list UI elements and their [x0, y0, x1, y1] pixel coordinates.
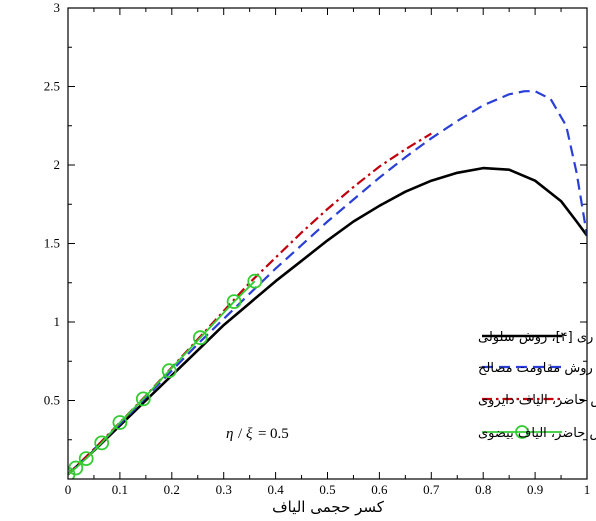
legend-eq-equals: = — [258, 426, 266, 442]
series-3-point — [78, 451, 94, 467]
axis-ticks — [67, 7, 588, 480]
series-3-point — [135, 391, 151, 407]
plot-frame — [67, 7, 588, 480]
legend: مالیک و ری [۴]، روش سلولی مالیک و ری [۴]… — [226, 330, 596, 442]
x-tick-label: 0.3 — [216, 482, 232, 497]
y-tick-label: 1 — [54, 314, 61, 329]
axis-tick-labels: 0 0.1 0.2 0.3 0.4 0.5 0.6 0.7 0.8 0.9 1 0.5 1 1.5 2 2.5… — [44, 0, 591, 497]
series-line-1 — [68, 90, 587, 476]
series-3-point — [226, 294, 242, 310]
legend-label-strength: مالیک و ری [۴]، روش مقاومت مصالح — [478, 361, 596, 376]
x-tick-label: 0.7 — [423, 482, 440, 497]
x-tick-label: 0.5 — [319, 482, 335, 497]
series-3-point — [94, 435, 110, 451]
series-3-point — [161, 363, 177, 379]
x-tick-label: 0.6 — [371, 482, 388, 497]
x-tick-label: 0 — [65, 482, 72, 497]
series-layer — [68, 90, 587, 479]
x-tick-label: 1 — [584, 482, 591, 497]
x-tick-label: 0.9 — [527, 482, 543, 497]
legend-marker-elliptical — [515, 425, 529, 439]
y-tick-label: 2.5 — [44, 79, 60, 94]
y-tick-label: 1.5 — [44, 236, 60, 251]
series-3-point — [192, 330, 208, 346]
legend-eq-xi: ξ — [246, 426, 253, 442]
series-line-0 — [68, 166, 587, 476]
series-3-point — [112, 415, 128, 430]
y-tick-label: 2 — [54, 157, 61, 172]
series-3-point — [68, 460, 84, 476]
y-tick-label: 3 — [54, 0, 61, 15]
legend-equation: η / ξ = 0.5 — [226, 426, 289, 442]
legend-eq-eta: η — [226, 426, 233, 442]
x-tick-label: 0.2 — [164, 482, 180, 497]
legend-label-elliptical: روش حاضر، الیاف بیضوی — [478, 426, 596, 441]
x-axis-label: کسر حجمی الیاف — [272, 498, 385, 516]
series-3-point — [247, 273, 263, 289]
legend-label-circular: روش حاضر، الیاف دایروی — [478, 393, 596, 408]
x-tick-label: 0.4 — [267, 482, 284, 497]
legend-label-cellular: مالیک و ری [۴]، روش سلولی — [478, 330, 596, 345]
x-tick-label: 0.8 — [475, 482, 491, 497]
y-tick-label: 0.5 — [44, 393, 60, 408]
x-tick-label: 0.1 — [112, 482, 128, 497]
legend-eq-value: 0.5 — [270, 426, 289, 442]
legend-eq-slash: / — [238, 426, 243, 442]
